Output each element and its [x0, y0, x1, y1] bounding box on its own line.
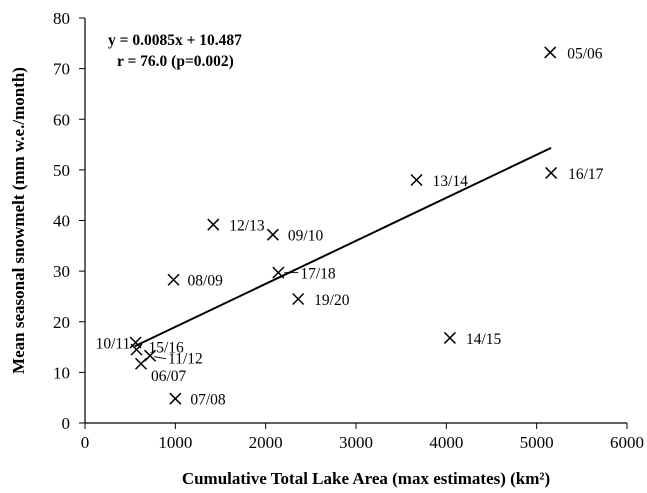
y-tick-label: 40: [53, 212, 70, 231]
y-tick-label: 70: [53, 60, 70, 79]
point-label: 10/11: [96, 336, 131, 353]
x-marker-stroke: [410, 173, 423, 187]
data-point: 15/16: [130, 340, 184, 357]
y-tick-label: 10: [53, 363, 70, 382]
regression-equation: y = 0.0085x + 10.487: [108, 32, 242, 49]
y-tick-label: 60: [53, 110, 70, 129]
x-tick-label: 4000: [429, 433, 463, 452]
point-label: 14/15: [466, 331, 502, 348]
data-point: 14/15: [443, 331, 502, 348]
x-marker-stroke: [169, 392, 182, 405]
x-marker-stroke: [144, 349, 157, 362]
y-axis-title: Mean seasonal snowmelt (mm w.e./month): [9, 67, 28, 374]
data-point: 05/06: [544, 45, 603, 62]
point-label: 11/12: [168, 351, 203, 368]
data-point: 08/09: [167, 273, 224, 290]
point-label: 09/10: [288, 228, 324, 245]
point-label: 12/13: [229, 218, 265, 235]
x-marker-stroke: [443, 331, 456, 344]
x-tick-label: 3000: [339, 433, 373, 452]
x-tick-label: 0: [81, 433, 90, 452]
data-point: 09/10: [266, 228, 324, 245]
x-marker-stroke: [272, 266, 285, 279]
x-tick-label: 2000: [249, 433, 283, 452]
data-point: 10/11: [96, 336, 142, 353]
x-marker-stroke: [207, 218, 220, 231]
point-label: 06/07: [151, 368, 187, 385]
ticks: 0 1000 2000 3000 4000 5000 6000 0 10 20 30 40 50 60 70…: [53, 9, 644, 452]
correlation-text: r = 76.0 (p=0.002): [117, 53, 234, 70]
y-tick-label: 0: [62, 414, 71, 433]
x-marker-stroke: [545, 166, 558, 179]
x-tick-label: 6000: [610, 433, 644, 452]
x-marker-stroke: [167, 273, 180, 286]
data-point: 11/12: [144, 349, 203, 368]
x-marker-stroke: [292, 292, 305, 305]
y-tick-label: 30: [53, 262, 70, 281]
label-leader-line: [153, 356, 167, 360]
y-tick-label: 80: [53, 9, 70, 28]
data-point: 19/20: [292, 292, 350, 309]
trendline: [134, 146, 552, 348]
point-label: 07/08: [190, 392, 226, 409]
x-tick-label: 5000: [520, 433, 554, 452]
point-label: 13/14: [433, 173, 469, 190]
x-marker-stroke: [130, 343, 143, 356]
x-marker-stroke: [266, 228, 279, 241]
point-label: 15/16: [148, 340, 184, 357]
point-label: 08/09: [188, 273, 224, 290]
point-label: 19/20: [314, 292, 350, 309]
x-marker-stroke: [129, 336, 142, 349]
trendline-group: [134, 146, 552, 348]
regression-annotation: y = 0.0085x + 10.487 r = 76.0 (p=0.002): [108, 32, 242, 70]
data-point: 17/18: [272, 266, 336, 283]
data-point: 16/17: [545, 166, 604, 183]
data-point: 12/13: [207, 218, 265, 235]
point-label: 17/18: [300, 266, 336, 283]
point-label: 16/17: [568, 166, 604, 183]
x-marker-stroke: [544, 46, 557, 59]
x-tick-label: 1000: [158, 433, 192, 452]
axes: [84, 18, 627, 424]
y-tick-label: 20: [53, 313, 70, 332]
x-axis-title: Cumulative Total Lake Area (max estimate…: [182, 469, 550, 488]
y-tick-label: 50: [53, 161, 70, 180]
point-label: 05/06: [567, 45, 603, 62]
data-point: 07/08: [169, 392, 226, 409]
data-point: 13/14: [410, 173, 469, 190]
